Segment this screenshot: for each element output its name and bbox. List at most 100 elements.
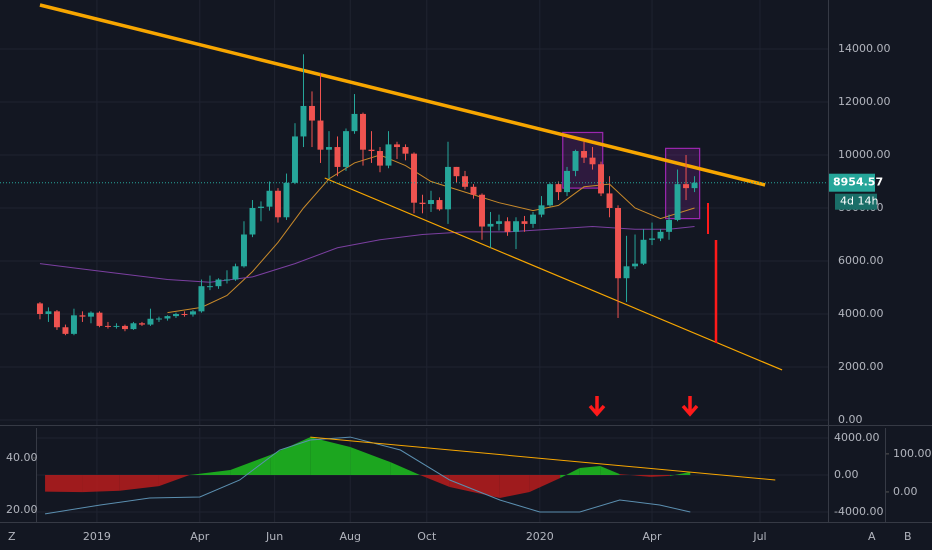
candle-body xyxy=(436,200,443,210)
x-tick-label: Oct xyxy=(417,530,437,543)
candle-body xyxy=(470,186,477,195)
y-tick-label: 20.00 xyxy=(6,503,38,516)
oscillator-area xyxy=(189,470,231,475)
candle-body xyxy=(496,221,502,224)
candle-body xyxy=(385,144,392,166)
candle-body xyxy=(589,157,596,165)
candle-body xyxy=(215,279,222,287)
trend-line xyxy=(39,3,766,187)
oscillator-area xyxy=(499,475,530,499)
candle-body xyxy=(581,151,587,158)
candle-body xyxy=(249,207,256,235)
candle-body xyxy=(62,327,69,334)
x-tick-label: 2019 xyxy=(83,530,111,543)
candle-body xyxy=(138,323,145,325)
candle-body xyxy=(79,315,86,317)
countdown-bg xyxy=(835,193,877,210)
candle-body xyxy=(300,105,307,137)
candle-body xyxy=(36,303,43,314)
x-tick-label: Aug xyxy=(340,530,361,543)
candle-body xyxy=(445,166,451,210)
oscillator-area xyxy=(350,446,391,475)
candle-body xyxy=(96,312,103,326)
y-tick-label: 6000.00 xyxy=(838,254,884,267)
y-tick-label: 12000.00 xyxy=(838,95,891,108)
price-label: 8954.57 xyxy=(833,176,883,189)
candle-body xyxy=(147,318,154,325)
candle-body xyxy=(657,231,664,239)
candle-body xyxy=(53,311,60,328)
y-tick-label: 2000.00 xyxy=(838,360,884,373)
candle-body xyxy=(691,182,698,189)
y-tick-label: 0.00 xyxy=(834,468,859,481)
candle-body xyxy=(428,200,434,205)
candle-body xyxy=(513,221,519,232)
candle-body xyxy=(632,263,639,267)
oscillator-area xyxy=(650,475,670,477)
x-tick-label: 2020 xyxy=(526,530,554,543)
candle-body xyxy=(121,325,128,330)
candle-body xyxy=(615,207,621,279)
candle-body xyxy=(198,286,205,312)
candle-body xyxy=(181,313,188,315)
arrow-down xyxy=(588,396,606,417)
candle-body xyxy=(232,266,239,280)
scale-button[interactable]: A xyxy=(868,530,876,543)
y-tick-label: 40.00 xyxy=(6,451,38,464)
scale-button[interactable]: B xyxy=(904,530,912,543)
candle-body xyxy=(258,206,264,208)
candle-body xyxy=(113,325,120,327)
candle-body xyxy=(666,219,673,232)
candle-body xyxy=(360,113,366,150)
arrow-down xyxy=(681,396,699,417)
candle-body xyxy=(530,214,536,224)
x-tick-label: Apr xyxy=(190,530,210,543)
scale-button[interactable]: Z xyxy=(8,530,16,543)
candle-body xyxy=(309,105,315,121)
y-tick-label: 4000.00 xyxy=(838,307,884,320)
candle-body xyxy=(623,266,630,279)
candle-body xyxy=(683,184,690,189)
candle-body xyxy=(538,205,545,215)
y-tick-label: 100.00 xyxy=(893,447,932,460)
candle-body xyxy=(419,202,426,205)
trend-line xyxy=(310,436,776,481)
oscillator-area xyxy=(449,475,500,499)
candle-body xyxy=(334,147,341,167)
candle-body xyxy=(487,223,494,227)
candle-body xyxy=(564,170,570,193)
candle-body xyxy=(572,151,579,171)
candle-body xyxy=(164,316,171,319)
candle-body xyxy=(504,221,511,232)
candle-body xyxy=(189,311,196,315)
plot xyxy=(0,3,828,515)
candle-body xyxy=(462,176,468,187)
axes: 2019 Apr Jun Aug Oct 2020 Apr Jul 0.00 2000.00 400… xyxy=(6,42,932,543)
oscillator-area xyxy=(390,462,420,475)
x-tick-label: Jul xyxy=(752,530,766,543)
oscillator-area xyxy=(560,467,580,479)
oscillator-area xyxy=(529,475,561,493)
candle-body xyxy=(479,194,485,227)
candle-body xyxy=(649,238,656,240)
oscillator-area xyxy=(669,472,691,476)
candle-body xyxy=(377,151,383,166)
candle-body xyxy=(351,113,358,132)
oscillator-area xyxy=(119,475,159,491)
oscillator-area xyxy=(600,466,620,475)
candle-body xyxy=(224,279,230,281)
candle-body xyxy=(155,318,162,320)
candle-body xyxy=(343,131,349,167)
candle-body xyxy=(266,190,273,207)
oscillator-area xyxy=(310,437,351,475)
candle-body xyxy=(547,184,553,206)
candle-body xyxy=(453,166,460,177)
candle-body xyxy=(606,193,613,208)
oscillator-area xyxy=(419,475,450,488)
candle-body xyxy=(394,144,400,148)
candle-body xyxy=(674,184,681,220)
oscillator-area xyxy=(82,475,120,493)
y-tick-label: 0.00 xyxy=(838,413,863,426)
